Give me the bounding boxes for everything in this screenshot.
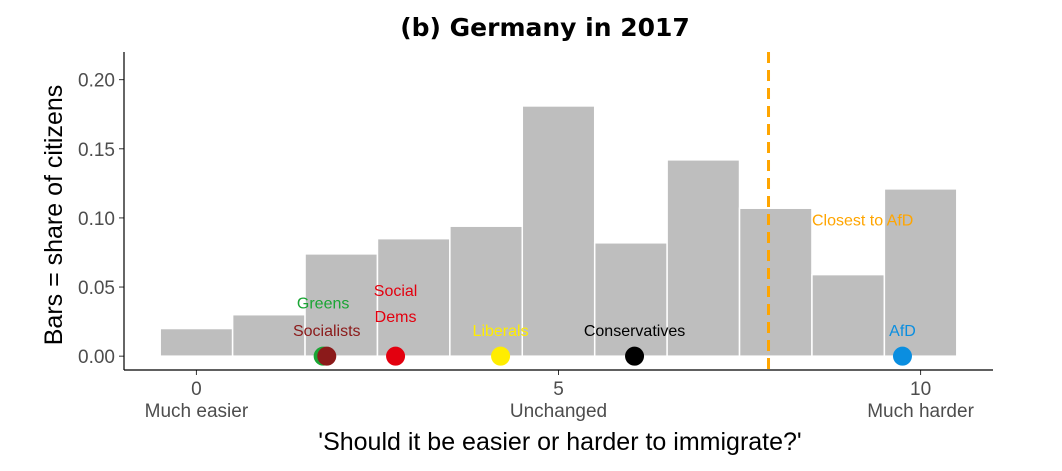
bar	[883, 188, 958, 357]
x-tick-sublabel: Unchanged	[510, 401, 607, 422]
y-tick-label: 0.05	[78, 278, 115, 299]
bar	[738, 207, 813, 357]
y-tick-label: 0.15	[78, 140, 115, 161]
party-point	[317, 346, 337, 366]
y-tick-label: 0.10	[78, 209, 115, 230]
y-axis-title: Bars = share of citizens	[40, 85, 68, 346]
x-axis-title: 'Should it be easier or harder to immigr…	[318, 428, 801, 456]
x-tick-sublabel: Much harder	[867, 401, 974, 422]
x-tick-sublabel: Much easier	[145, 401, 249, 422]
y-tick-label: 0.20	[78, 71, 115, 92]
y-axis-ticks: 0.00 0.05 0.10 0.15 0.20	[78, 71, 124, 368]
y-tick-label: 0.00	[78, 347, 115, 368]
bar	[304, 253, 379, 357]
party-label: Social Dems	[374, 283, 418, 326]
reference-line-group: Closest to AfD	[767, 52, 913, 370]
x-tick-label: 0	[191, 379, 202, 400]
bar	[231, 313, 306, 357]
x-tick-label: 5	[553, 379, 564, 400]
bar	[521, 105, 596, 357]
party-point	[892, 346, 912, 366]
party-point	[386, 346, 406, 366]
chart-title: (b) Germany in 2017	[400, 13, 690, 42]
party-label: Greens	[297, 295, 349, 312]
party-label: Liberals	[473, 323, 529, 340]
bar	[811, 273, 886, 357]
reference-line-label: Closest to AfD	[812, 212, 913, 229]
party-point	[625, 346, 645, 366]
party-markers: Greens Socialists Social Dems Liberals Conser…	[293, 283, 916, 366]
bar	[666, 159, 741, 357]
party-label: Socialists	[293, 323, 361, 340]
party-label: Conservatives	[584, 323, 685, 340]
party-label: AfD	[889, 323, 916, 340]
bar	[159, 327, 234, 357]
bars	[159, 105, 958, 357]
party-point	[491, 346, 511, 366]
x-tick-label: 10	[910, 379, 931, 400]
